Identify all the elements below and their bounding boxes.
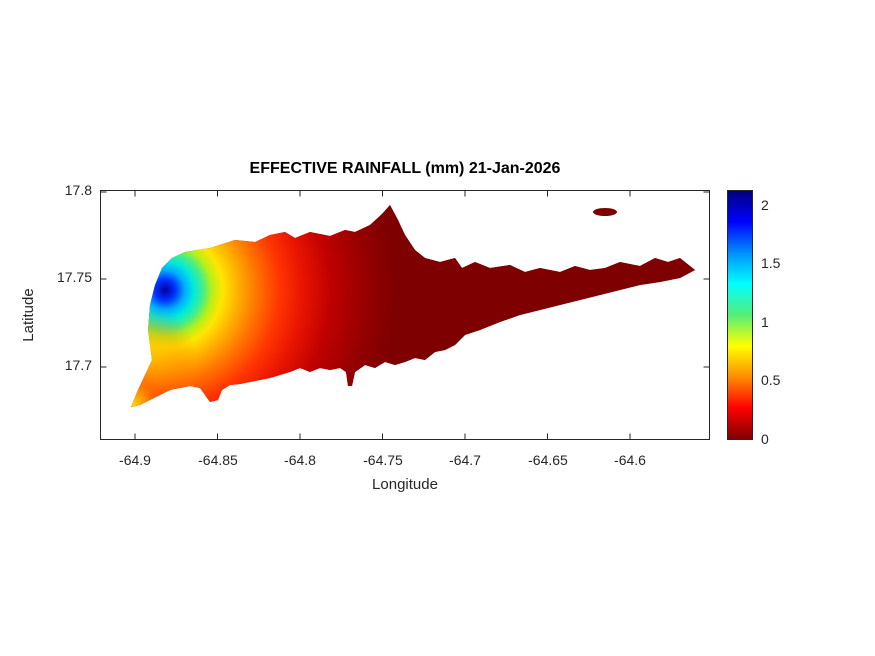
x-tick-label: -64.9 [119, 452, 151, 468]
rainfall-heatmap [100, 190, 710, 440]
x-tick-label: -64.65 [528, 452, 568, 468]
colorbar [727, 190, 753, 440]
chart-title: EFFECTIVE RAINFALL (mm) 21-Jan-2026 [249, 160, 561, 177]
x-axis-label: Longitude [372, 476, 438, 493]
x-tick-label: -64.75 [363, 452, 403, 468]
x-tick-label: -64.85 [198, 452, 238, 468]
islet-shape [593, 208, 617, 216]
colorbar-tick-label: 1 [761, 314, 769, 330]
southwest-tip-glow [131, 205, 695, 407]
x-tick-label: -64.6 [614, 452, 646, 468]
colorbar-tick-label: 0 [761, 431, 769, 447]
colorbar-gradient [728, 191, 752, 439]
island-heat-field [131, 205, 695, 407]
colorbar-tick-label: 2 [761, 197, 769, 213]
x-tick-label: -64.8 [284, 452, 316, 468]
y-tick-label: 17.7 [64, 357, 92, 373]
tick-marks [100, 190, 710, 440]
y-tick-label: 17.8 [64, 182, 92, 198]
colorbar-tick-label: 1.5 [761, 255, 781, 271]
x-tick-label: -64.7 [449, 452, 481, 468]
y-tick-label: 17.75 [56, 269, 92, 285]
axes-box [100, 190, 710, 440]
colorbar-tick-label: 0.5 [761, 372, 781, 388]
plot-area [100, 190, 710, 440]
